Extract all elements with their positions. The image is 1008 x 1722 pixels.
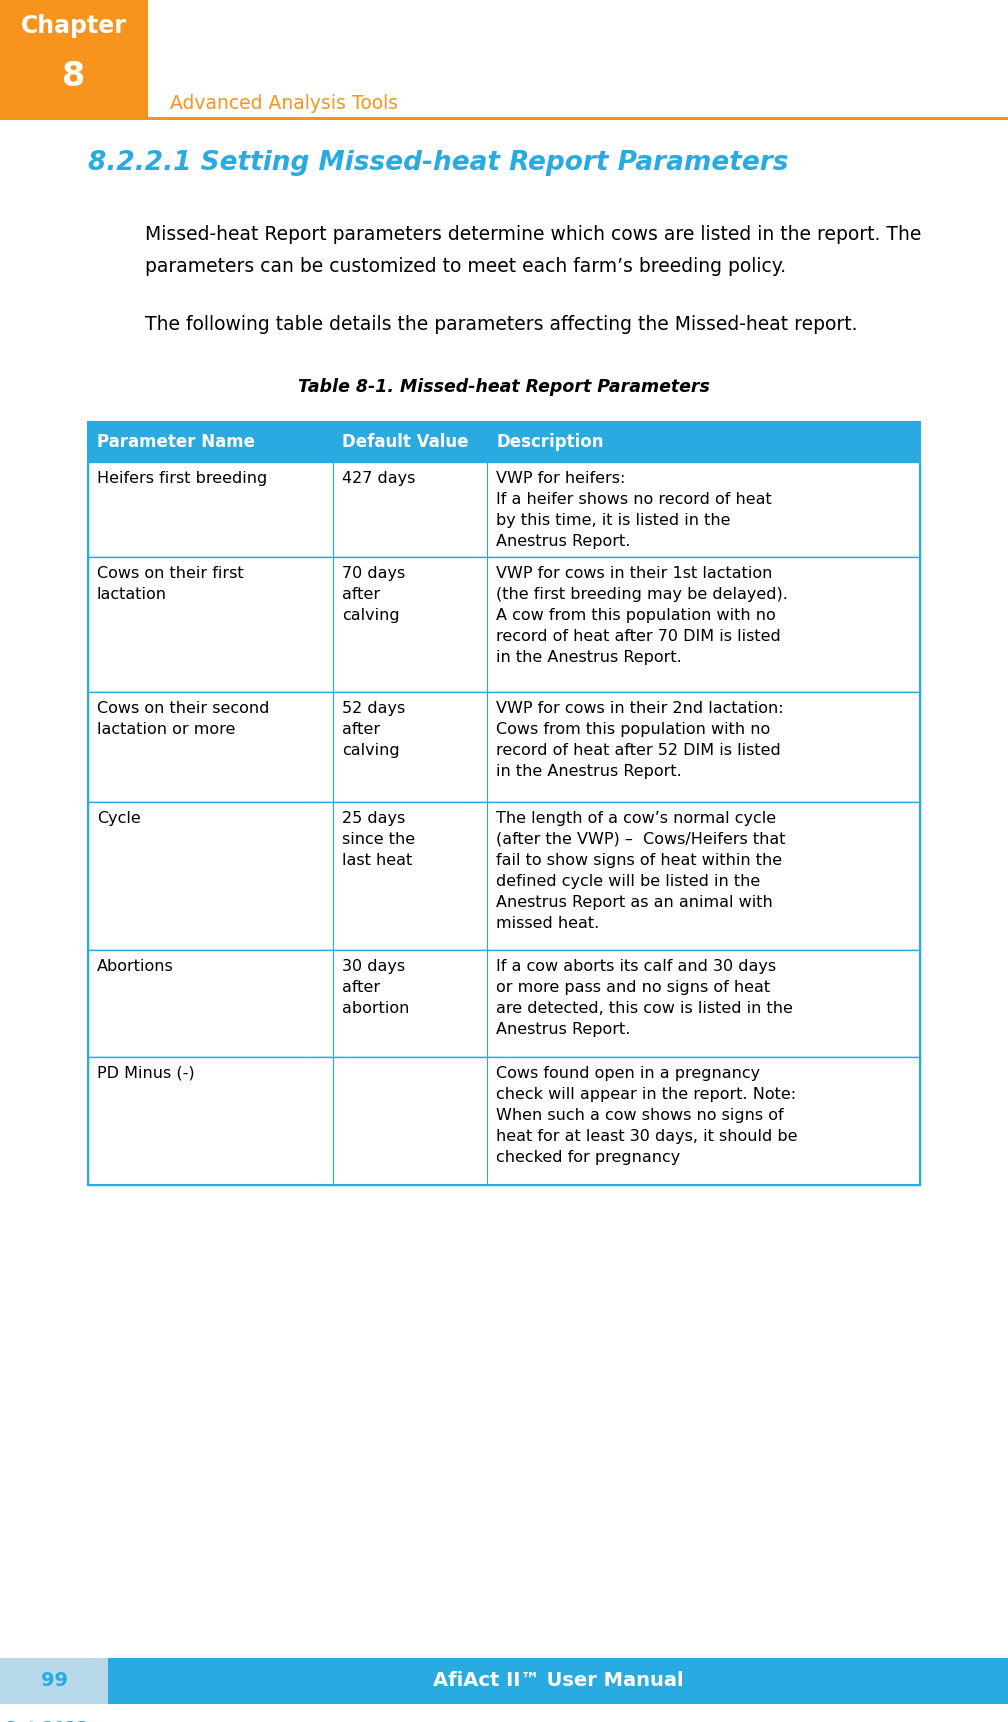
Text: VWP for cows in their 1st lactation
(the first breeding may be delayed).
A cow f: VWP for cows in their 1st lactation (the… [496, 567, 788, 665]
Text: 99: 99 [40, 1672, 68, 1691]
Bar [0, 0, 148, 121]
Bar [88, 461, 920, 556]
Text: If a cow aborts its calf and 30 days
or more pass and no signs of heat
are detec: If a cow aborts its calf and 30 days or … [496, 959, 793, 1037]
Text: Advanced Analysis Tools: Advanced Analysis Tools [170, 95, 398, 114]
Text: 427 days: 427 days [343, 472, 416, 486]
Text: Missed-heat Report parameters determine which cows are listed in the report. The: Missed-heat Report parameters determine … [145, 226, 921, 245]
Text: Default Value: Default Value [343, 432, 469, 451]
Bar [88, 556, 920, 692]
Text: Table 8-1. Missed-heat Report Parameters: Table 8-1. Missed-heat Report Parameters [298, 379, 710, 396]
Bar [148, 117, 1008, 121]
Text: Cycle: Cycle [97, 811, 141, 827]
Text: 25 days
since the
last heat: 25 days since the last heat [343, 811, 415, 868]
Text: Cows found open in a pregnancy
check will appear in the report. Note:
When such : Cows found open in a pregnancy check wil… [496, 1066, 798, 1166]
Text: PD Minus (-): PD Minus (-) [97, 1066, 195, 1081]
Text: Parameter Name: Parameter Name [97, 432, 255, 451]
Text: Chapter: Chapter [21, 14, 127, 38]
Text: 70 days
after
calving: 70 days after calving [343, 567, 405, 623]
Text: VWP for cows in their 2nd lactation:
Cows from this population with no
record of: VWP for cows in their 2nd lactation: Cow… [496, 701, 784, 778]
Bar [88, 802, 920, 951]
Text: parameters can be customized to meet each farm’s breeding policy.: parameters can be customized to meet eac… [145, 257, 786, 276]
Text: VWP for heifers:
If a heifer shows no record of heat
by this time, it is listed : VWP for heifers: If a heifer shows no re… [496, 472, 772, 549]
Bar [88, 1057, 920, 1185]
Text: The length of a cow’s normal cycle
(after the VWP) –  Cows/Heifers that
fail to : The length of a cow’s normal cycle (afte… [496, 811, 786, 932]
Bar [88, 422, 920, 1185]
Text: The following table details the parameters affecting the Missed-heat report.: The following table details the paramete… [145, 315, 858, 334]
Text: Cows on their second
lactation or more: Cows on their second lactation or more [97, 701, 269, 737]
Bar [88, 422, 920, 461]
Text: Oct 2013: Oct 2013 [4, 1720, 88, 1722]
Text: 52 days
after
calving: 52 days after calving [343, 701, 405, 758]
Text: Description: Description [496, 432, 604, 451]
Text: AfiAct II™ User Manual: AfiAct II™ User Manual [432, 1672, 683, 1691]
Text: 30 days
after
abortion: 30 days after abortion [343, 959, 410, 1016]
Text: 8: 8 [62, 60, 86, 93]
Text: Abortions: Abortions [97, 959, 173, 975]
Text: 8.2.2.1 Setting Missed-heat Report Parameters: 8.2.2.1 Setting Missed-heat Report Param… [88, 150, 788, 176]
Bar [108, 1658, 1008, 1705]
Text: Cows on their first
lactation: Cows on their first lactation [97, 567, 244, 603]
Bar [88, 951, 920, 1057]
Bar [88, 692, 920, 802]
Text: Heifers first breeding: Heifers first breeding [97, 472, 267, 486]
Bar [0, 1658, 108, 1705]
